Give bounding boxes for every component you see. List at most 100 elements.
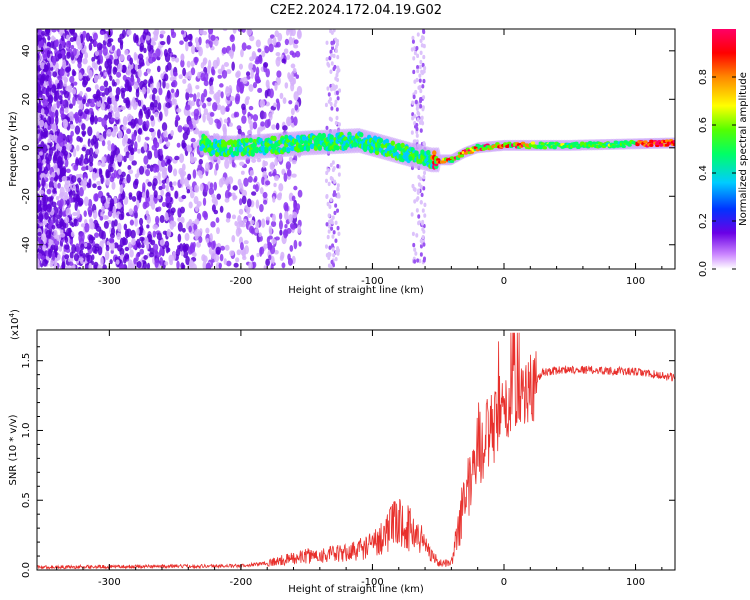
spectrogram-noise-cell (202, 113, 206, 123)
spectrogram-noise-cell (84, 222, 90, 233)
spectrogram-noise-cell (249, 169, 255, 176)
spectrogram-noise-cell (231, 214, 237, 220)
spectrogram-streak-cell (422, 229, 426, 234)
spectrogram-noise-cell (116, 71, 122, 78)
spectrogram-noise-cell (54, 115, 59, 125)
spectrogram-noise-cell (251, 158, 257, 163)
spectrogram-noise-cell (109, 241, 115, 251)
spectrogram-noise-cell (48, 239, 54, 245)
spectrogram-noise-cell (119, 184, 124, 194)
spectrogram-streak-cell (335, 90, 339, 95)
spectrogram-noise-cell (229, 96, 235, 102)
spectrogram-noise-cell (117, 222, 122, 233)
spectrogram-streak-cell (331, 247, 335, 252)
spectrogram-noise-cell (59, 29, 64, 36)
spectrogram-noise-cell (120, 87, 127, 93)
spectrogram-streak-cell (331, 215, 335, 220)
spectrogram-streak-cell (327, 92, 331, 97)
spectrogram-streak-cell (420, 192, 424, 198)
spectrogram-noise-cell (51, 146, 56, 151)
spectrogram-noise-cell (287, 118, 292, 127)
spectrogram-noise-cell (172, 98, 177, 105)
spectrogram-noise-cell (147, 150, 153, 160)
spectrogram-noise-cell (55, 214, 61, 220)
spectrogram-noise-cell (239, 242, 244, 251)
spectrogram-streak-cell (330, 61, 334, 66)
spectrogram-noise-cell (50, 245, 54, 253)
spectrogram-noise-cell (231, 234, 236, 243)
spectrogram-noise-cell (189, 123, 194, 130)
spectrogram-noise-cell (258, 56, 263, 65)
spectrogram-noise-cell (55, 62, 59, 71)
spectrogram-noise-cell (75, 243, 80, 249)
spectrogram-noise-cell (111, 45, 116, 52)
spectrogram-noise-cell (48, 134, 53, 141)
spectrogram-noise-cell (252, 81, 258, 89)
spectrogram-ridge-cell (621, 144, 626, 149)
spectrogram-noise-cell (160, 189, 164, 197)
spectrogram-noise-cell (188, 225, 192, 233)
spectrogram-noise-cell (97, 117, 103, 123)
spectrogram-noise-cell (194, 218, 200, 225)
spectrogram-noise-cell (165, 141, 171, 148)
spectrogram-noise-cell (193, 108, 200, 117)
spectrogram-streak-cell (325, 193, 329, 199)
spectrogram-noise-cell (112, 205, 117, 215)
spectrogram-noise-cell (113, 67, 118, 73)
spectrogram-noise-cell (146, 262, 151, 269)
spectrogram-noise-cell (191, 263, 197, 269)
spectrogram-noise-cell (56, 223, 62, 229)
spectrogram-noise-cell (181, 163, 186, 171)
spectrogram-noise-cell (237, 128, 242, 135)
spectrogram-noise-cell (223, 62, 229, 67)
spectrogram-noise-cell (176, 108, 182, 113)
spectrogram-noise-cell (62, 90, 67, 95)
spectrogram-noise-cell (235, 111, 240, 118)
spectrogram-noise-cell (124, 228, 130, 239)
spectrogram-streak-cell (415, 126, 419, 132)
spectrogram-noise-cell (172, 168, 178, 177)
spectrogram-noise-cell (166, 89, 171, 100)
spectrogram-streak-cell (335, 42, 339, 47)
spectrogram-noise-cell (268, 43, 274, 53)
spectrogram-noise-cell (124, 246, 130, 252)
spectrogram-noise-cell (188, 93, 194, 98)
spectrogram-noise-cell (55, 195, 60, 201)
spectrogram-noise-cell (65, 67, 71, 73)
spectrogram-noise-cell (282, 97, 287, 104)
spectrogram-noise-cell (77, 177, 82, 183)
spectrogram-noise-cell (156, 232, 162, 241)
spectrogram-noise-cell (52, 55, 57, 66)
spectrogram-noise-cell (46, 41, 52, 48)
colorbar-gradient (712, 29, 736, 269)
spectrogram-noise-cell (181, 264, 186, 269)
spectrogram-noise-cell (166, 159, 172, 164)
spectrogram-ridge-cell (611, 145, 617, 149)
spectrogram-frame (36, 28, 676, 270)
spectrogram-streak-cell (329, 265, 333, 269)
spectrogram-noise-cell (216, 119, 222, 130)
spectrogram-noise-cell (238, 63, 243, 70)
spectrogram-noise-cell (273, 182, 277, 188)
spectrogram-noise-cell (127, 262, 133, 269)
spectrogram-noise-cell (190, 60, 195, 67)
spectrogram-noise-cell (107, 140, 111, 146)
spectrogram-noise-cell (187, 246, 193, 255)
spectrogram-noise-cell (245, 71, 251, 77)
spectrogram-noise-cell (207, 29, 214, 35)
spectrogram-streak-cell (332, 252, 336, 258)
spectrogram-noise-cell (263, 199, 268, 205)
spectrogram-noise-cell (159, 257, 164, 267)
spectrogram-noise-cell (54, 90, 60, 101)
spectrogram-noise-cell (291, 195, 296, 202)
spectrogram-noise-cell (134, 63, 139, 71)
spectrogram-noise-cell (203, 184, 209, 193)
spectrogram-noise-cell (259, 203, 264, 213)
spectrogram-streak-cell (415, 233, 419, 238)
spectrogram-streak-cell (415, 208, 419, 213)
spectrogram-noise-cell (58, 172, 63, 183)
spectrogram-noise-cell (293, 91, 299, 101)
spectrogram-noise-cell (117, 130, 123, 139)
spectrogram-streak-cell (334, 120, 338, 126)
spectrogram-noise-cell (298, 240, 302, 247)
